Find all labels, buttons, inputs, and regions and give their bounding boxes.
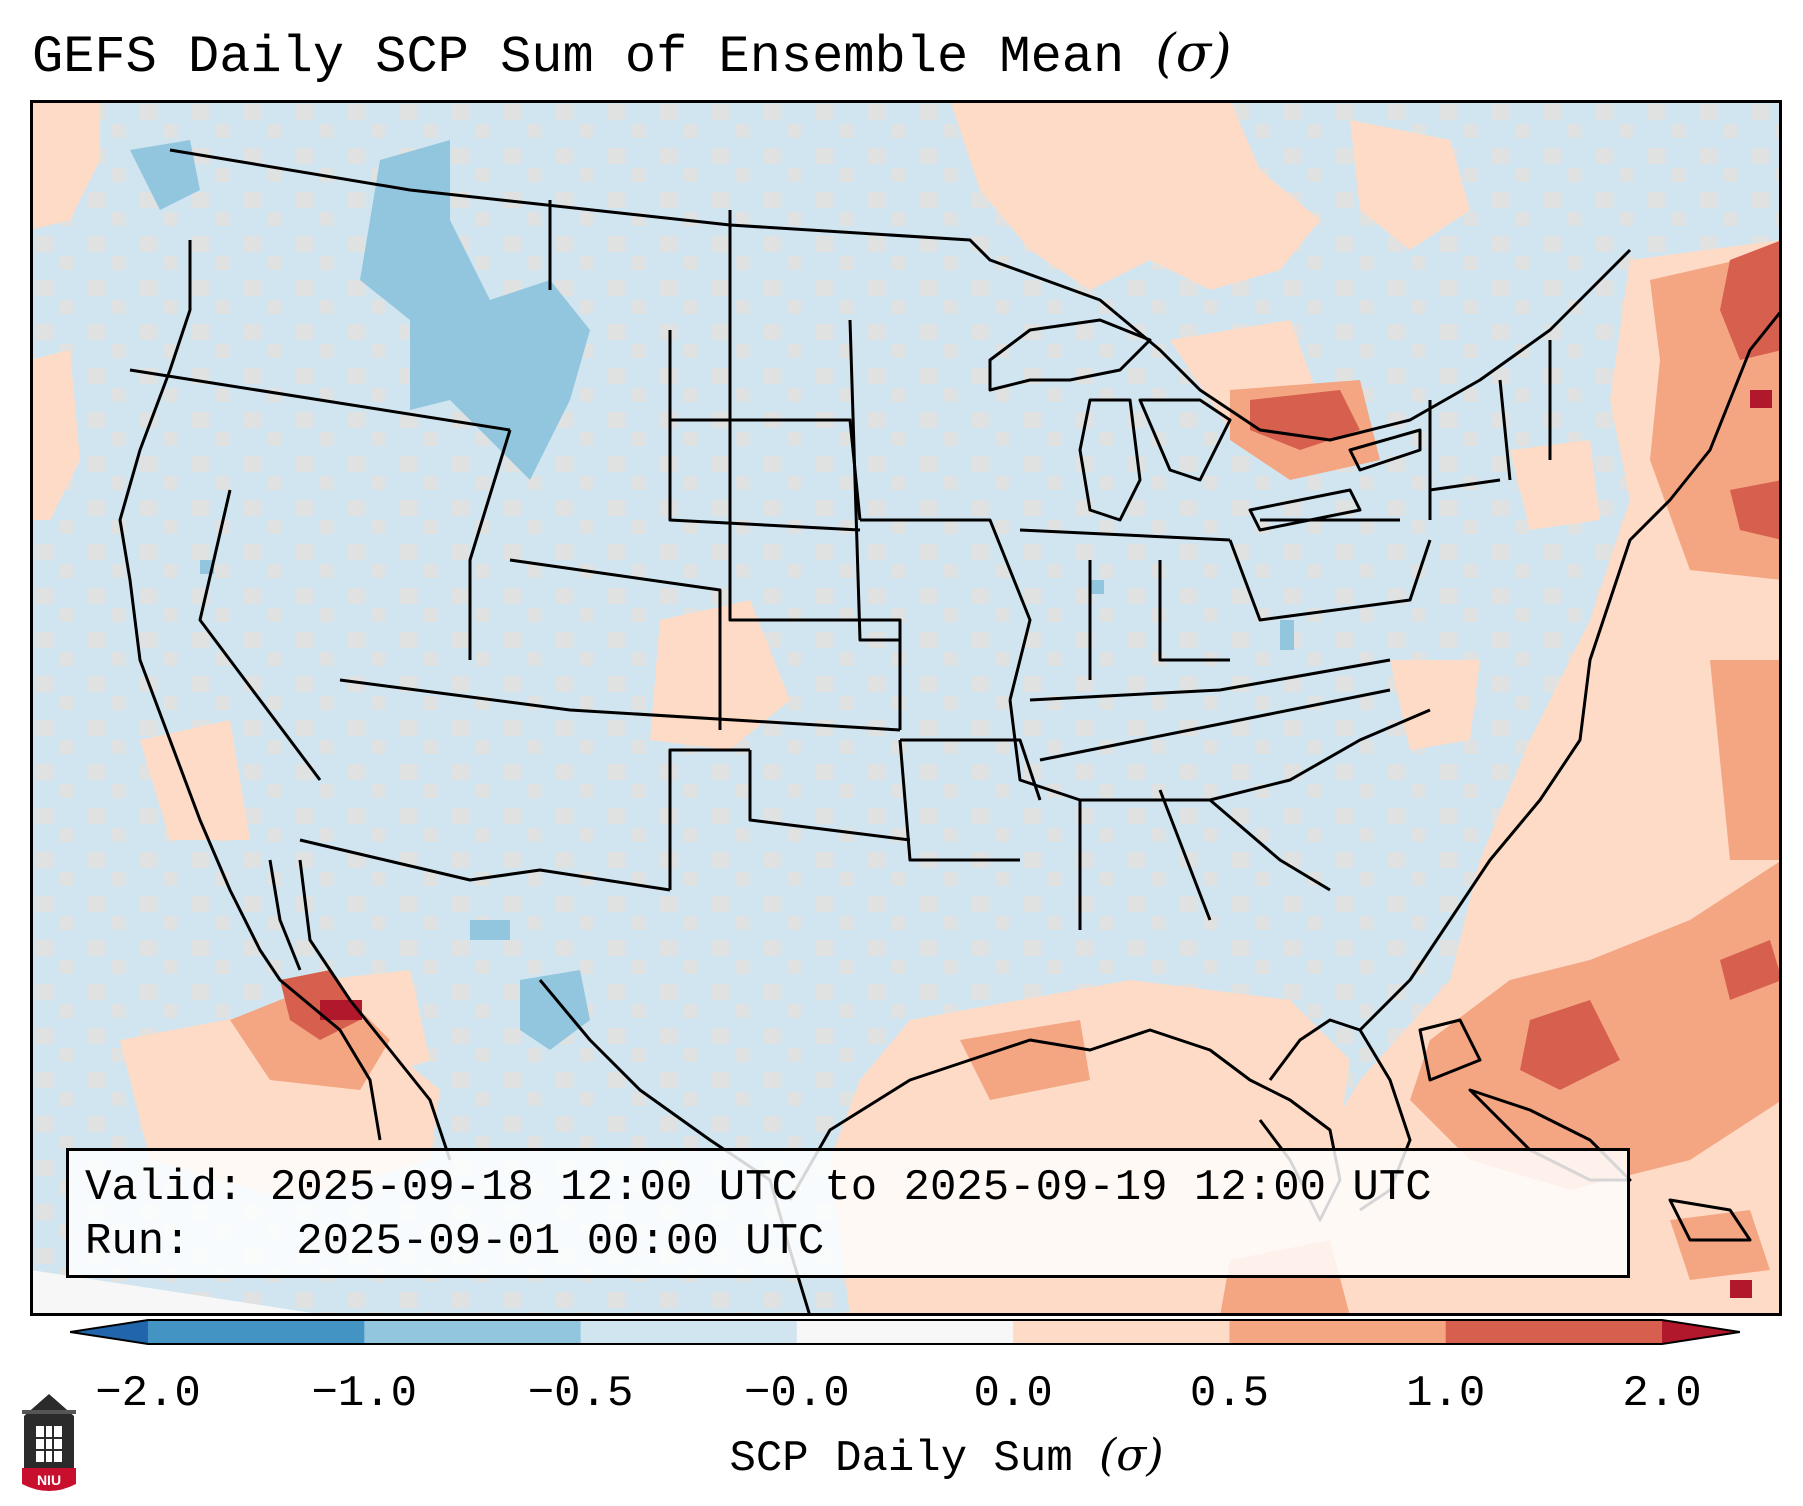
colorbar xyxy=(69,1318,1741,1346)
colorbar-tick-label: 1.0 xyxy=(1406,1369,1486,1419)
colorbar-label-text: SCP Daily Sum xyxy=(729,1434,1073,1484)
colorbar-label-unit: (σ) xyxy=(1099,1430,1164,1481)
anomaly-darkred-areas xyxy=(320,390,1772,1298)
colorbar-cell xyxy=(364,1320,582,1344)
colorbar-cell xyxy=(1013,1320,1230,1344)
niu-logo: NIU xyxy=(20,1390,78,1494)
anomaly-red-areas xyxy=(280,240,1782,1090)
run-label: Run: xyxy=(85,1217,191,1267)
logo-text: NIU xyxy=(37,1472,61,1488)
colorbar-ticks: −2.0 −1.0 −0.5 −0.0 0.0 0.5 1.0 2.0 xyxy=(0,1366,1803,1422)
colorbar-cell xyxy=(796,1320,1014,1344)
scp-anomaly-map xyxy=(30,100,1782,1316)
valid-value: 2025-09-18 12:00 UTC to 2025-09-19 12:00… xyxy=(269,1163,1432,1213)
colorbar-extend-low xyxy=(70,1320,148,1344)
colorbar-tick-label: −1.0 xyxy=(311,1369,418,1419)
map-frame xyxy=(30,100,1782,1316)
title-text: GEFS Daily SCP Sum of Ensemble Mean xyxy=(32,28,1125,87)
colorbar-cell xyxy=(1229,1320,1447,1344)
out-of-domain-region xyxy=(30,1270,330,1316)
colorbar-cell xyxy=(580,1320,798,1344)
colorbar-tick-label: −0.0 xyxy=(744,1369,850,1419)
anomaly-blue-areas xyxy=(130,140,1294,1050)
colorbar-tick-label: 2.0 xyxy=(1622,1369,1702,1419)
colorbar-tick-label: 0.5 xyxy=(1189,1369,1270,1419)
map-svg xyxy=(30,100,1782,1316)
colorbar-tick-label: −2.0 xyxy=(95,1369,201,1419)
colorbar-cell xyxy=(1445,1320,1663,1344)
colorbar-cell xyxy=(148,1320,365,1344)
colorbar-label: SCP Daily Sum (σ) xyxy=(0,1428,1803,1487)
colorbar-tick-label: 0.0 xyxy=(973,1369,1053,1419)
colorbar-tick-label: −0.5 xyxy=(527,1369,634,1419)
validity-info-box: Valid: 2025-09-18 12:00 UTC to 2025-09-1… xyxy=(66,1148,1630,1278)
valid-label: Valid: xyxy=(85,1163,244,1213)
map-title: GEFS Daily SCP Sum of Ensemble Mean (σ) xyxy=(32,22,1231,90)
colorbar-cells xyxy=(148,1320,1663,1344)
title-unit: (σ) xyxy=(1155,24,1232,84)
run-value: 2025-09-01 00:00 UTC xyxy=(296,1217,825,1267)
colorbar-extend-high xyxy=(1662,1320,1740,1344)
